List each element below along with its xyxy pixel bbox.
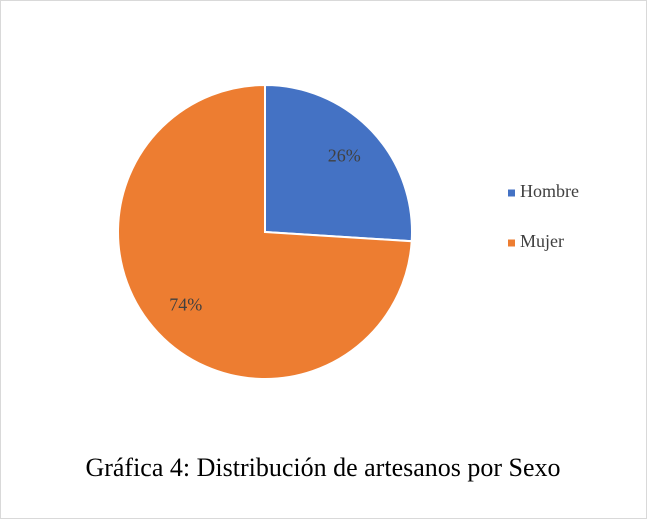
legend-label: Hombre	[520, 181, 579, 201]
pie-slice	[264, 83, 413, 243]
data-label: 74%	[169, 295, 202, 315]
data-label: 26%	[328, 146, 361, 166]
pie-slice	[117, 83, 413, 380]
legend-label: Mujer	[520, 231, 564, 251]
legend-swatch	[508, 239, 515, 247]
chart-title: Gráfica 4: Distribución de artesanos por…	[85, 453, 560, 482]
legend-swatch	[508, 189, 515, 197]
